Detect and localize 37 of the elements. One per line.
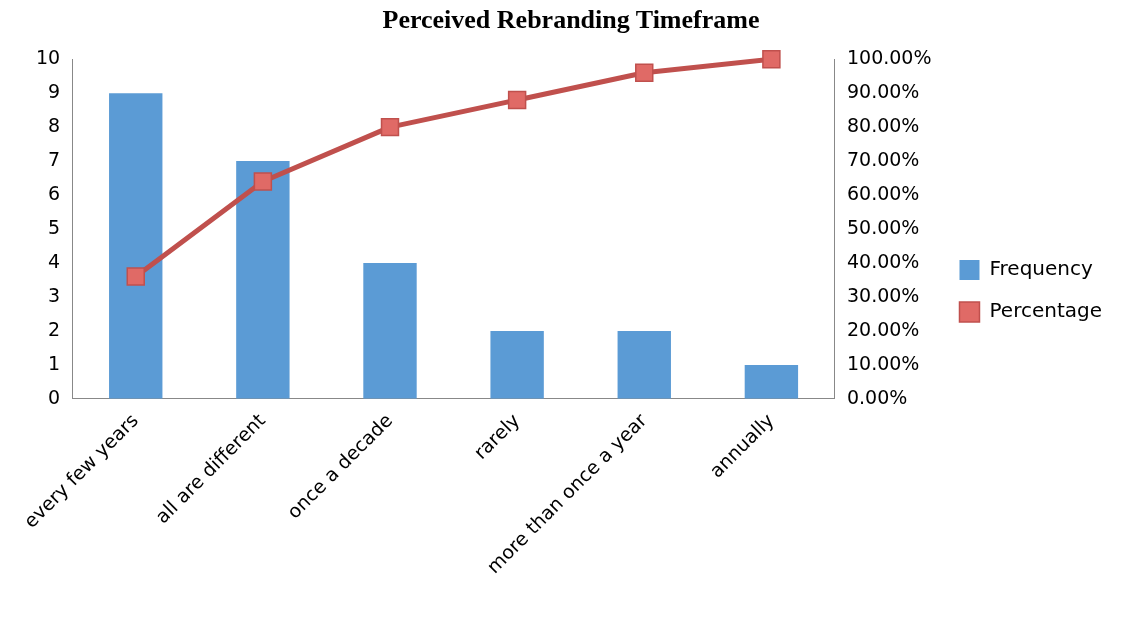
point bbox=[126, 267, 145, 286]
bar bbox=[744, 364, 799, 399]
y2-tick-label: 30.00% bbox=[846, 283, 920, 306]
bar bbox=[236, 161, 290, 399]
bar bbox=[363, 263, 417, 399]
point bbox=[253, 172, 273, 191]
chart-title: Perceived Rebranding Timeframe bbox=[382, 5, 760, 35]
y2-tick-label: 40.00% bbox=[846, 249, 920, 272]
point bbox=[635, 63, 654, 83]
y-tick-label: 1 bbox=[48, 351, 61, 374]
y-tick-label: 4 bbox=[48, 249, 61, 272]
y-tick-label: 9 bbox=[48, 80, 61, 103]
point bbox=[380, 117, 400, 137]
y2-tick-label: 70.00% bbox=[846, 148, 920, 171]
point bbox=[507, 90, 527, 110]
y-tick-label: 3 bbox=[48, 283, 61, 306]
y-tick-label: 10 bbox=[35, 46, 61, 69]
legend-label: Percentage bbox=[989, 298, 1103, 323]
y2-tick-label: 20.00% bbox=[846, 317, 920, 340]
y2-tick-label: 60.00% bbox=[846, 182, 920, 205]
y-tick-label: 7 bbox=[48, 148, 61, 171]
legend-label: Frequency bbox=[989, 256, 1093, 281]
bar bbox=[490, 330, 544, 399]
y-tick-label: 5 bbox=[48, 215, 61, 238]
y-tick-label: 0 bbox=[48, 385, 61, 408]
y2-tick-label: 80.00% bbox=[846, 114, 920, 137]
y2-tick-label: 50.00% bbox=[846, 215, 920, 238]
y2-tick-label: 10.00% bbox=[846, 351, 920, 374]
y2-tick-label: 100.00% bbox=[846, 46, 932, 69]
bar bbox=[617, 330, 671, 399]
bar bbox=[109, 93, 163, 399]
y2-tick-label: 0.00% bbox=[846, 385, 908, 408]
y-tick-label: 2 bbox=[48, 317, 61, 340]
y-tick-label: 6 bbox=[48, 182, 61, 205]
point bbox=[762, 49, 781, 69]
y2-tick-label: 90.00% bbox=[846, 80, 920, 103]
y-tick-label: 8 bbox=[48, 114, 61, 137]
